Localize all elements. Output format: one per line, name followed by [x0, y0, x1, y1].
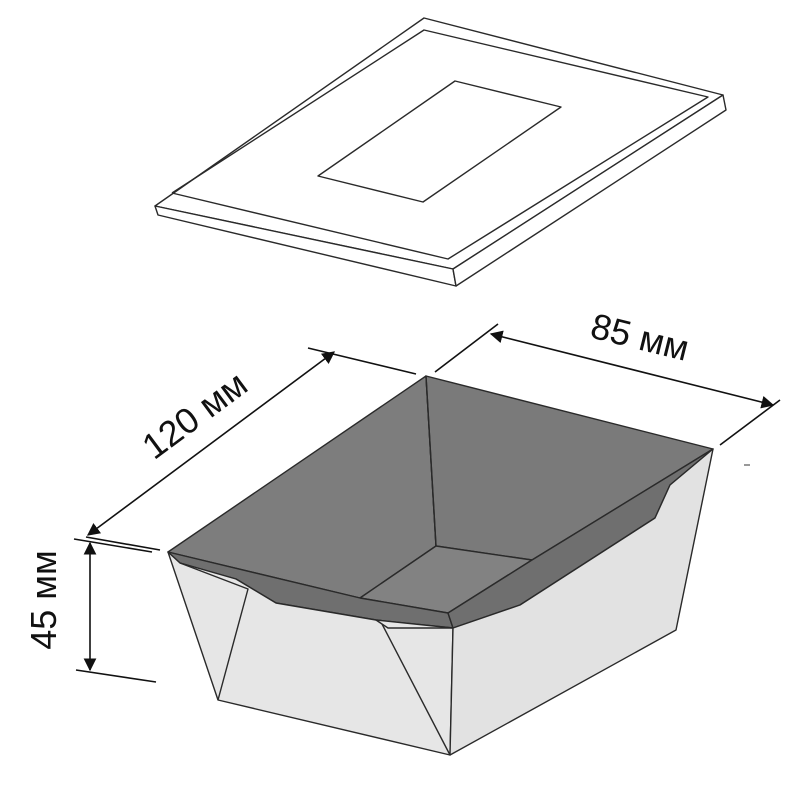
dimension-label-length: 120 мм: [134, 363, 254, 467]
extension-line-length-right: [308, 348, 416, 374]
lid: [155, 18, 726, 286]
box-tray: [168, 376, 713, 755]
dimension-label-width: 85 мм: [587, 305, 694, 369]
dimension-height: [74, 539, 156, 682]
dimension-label-height: 45 мм: [23, 550, 64, 650]
extension-line-width-right: [720, 400, 780, 445]
extension-line-width-left: [435, 324, 498, 372]
extension-line-height-bottom: [76, 670, 156, 682]
